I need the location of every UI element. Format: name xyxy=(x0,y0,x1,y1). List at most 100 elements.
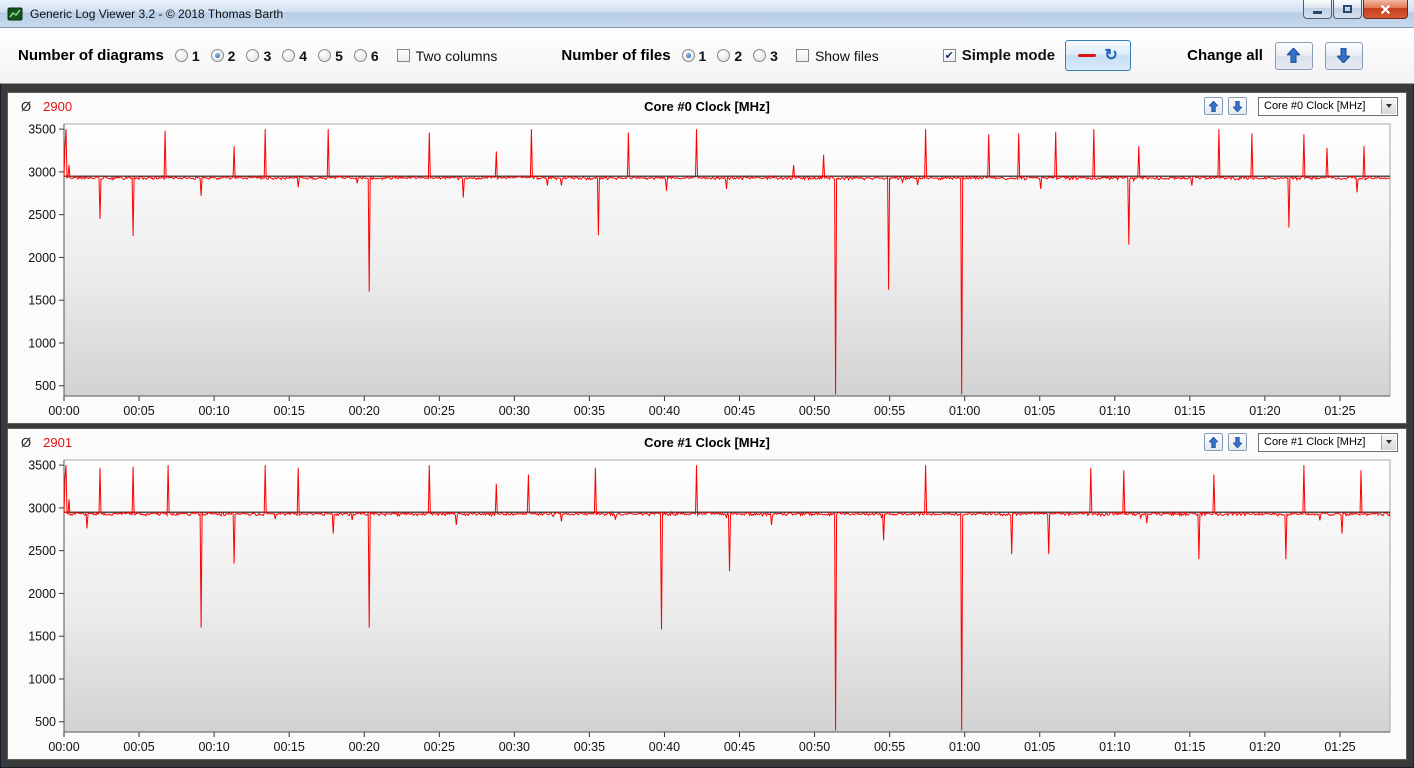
radio-files-2[interactable]: 2 xyxy=(717,48,742,64)
radio-diagrams-3[interactable]: 3 xyxy=(246,48,271,64)
radio-diagrams-1[interactable]: 1 xyxy=(174,48,200,64)
svg-text:500: 500 xyxy=(35,715,56,729)
window-titlebar: Generic Log Viewer 3.2 - © 2018 Thomas B… xyxy=(0,0,1414,28)
window-title: Generic Log Viewer 3.2 - © 2018 Thomas B… xyxy=(30,6,284,21)
svg-text:00:15: 00:15 xyxy=(274,740,305,754)
window-controls xyxy=(1303,0,1408,19)
svg-text:3500: 3500 xyxy=(28,459,56,473)
chevron-down-icon xyxy=(1386,440,1392,444)
move-diagram-up-button[interactable] xyxy=(1204,97,1223,115)
arrow-down-icon xyxy=(1337,48,1351,63)
svg-text:01:10: 01:10 xyxy=(1099,404,1130,418)
chart-plot[interactable]: 500 1000 1500 2000 2500 3000 3500 00:00 00:05 00:… xyxy=(8,119,1406,423)
svg-text:00:55: 00:55 xyxy=(874,404,905,418)
radio-icon xyxy=(246,49,260,62)
svg-text:00:30: 00:30 xyxy=(499,740,530,754)
radio-icon xyxy=(282,49,296,62)
checkbox-icon: ✔ xyxy=(942,49,956,62)
label-number-of-diagrams: Number of diagrams xyxy=(18,47,164,64)
svg-text:00:15: 00:15 xyxy=(274,404,305,418)
svg-text:500: 500 xyxy=(35,379,56,393)
svg-text:00:10: 00:10 xyxy=(198,740,229,754)
radio-label: 4 xyxy=(299,47,308,64)
arrow-up-icon xyxy=(1287,48,1301,63)
radio-diagrams-5[interactable]: 5 xyxy=(318,48,343,64)
close-icon xyxy=(1380,4,1391,14)
dropdown-arrow-button xyxy=(1381,434,1396,450)
average-symbol: Ø xyxy=(21,98,32,114)
radio-files-1[interactable]: 1 xyxy=(681,48,706,64)
svg-text:1500: 1500 xyxy=(28,294,56,308)
label-number-of-files: Number of files xyxy=(561,47,671,64)
change-all-up-button[interactable] xyxy=(1274,41,1313,70)
label-change-all: Change all xyxy=(1187,47,1263,64)
radio-diagrams-4[interactable]: 4 xyxy=(282,48,307,64)
checkbox-show-files[interactable]: Show files xyxy=(795,48,879,64)
line-style-refresh-button[interactable]: ↻ xyxy=(1065,40,1132,71)
svg-text:01:00: 01:00 xyxy=(949,404,980,418)
chart-header: Ø 2900 Core #0 Clock [MHz] Core #0 Clock… xyxy=(8,93,1406,119)
arrow-down-icon xyxy=(1233,436,1242,448)
file-count-radio-group: 1 2 3 xyxy=(671,48,778,64)
average-readout: Ø 2901 xyxy=(21,435,72,450)
svg-text:1500: 1500 xyxy=(28,630,56,644)
chart-canvas: 500 1000 1500 2000 2500 3000 3500 00:00 00:05 00:… xyxy=(28,123,1391,418)
svg-text:01:15: 01:15 xyxy=(1174,740,1205,754)
svg-text:2000: 2000 xyxy=(28,251,56,265)
radio-label: 5 xyxy=(335,47,343,64)
average-symbol: Ø xyxy=(21,434,32,450)
svg-text:00:25: 00:25 xyxy=(424,740,455,754)
svg-text:1000: 1000 xyxy=(28,672,56,686)
signal-select[interactable]: Core #0 Clock [MHz] xyxy=(1258,96,1398,116)
svg-text:00:45: 00:45 xyxy=(724,404,755,418)
svg-text:00:50: 00:50 xyxy=(799,404,830,418)
chart-panel-core0: Ø 2900 Core #0 Clock [MHz] Core #0 Clock… xyxy=(7,92,1407,424)
svg-text:00:35: 00:35 xyxy=(574,404,605,418)
chevron-down-icon xyxy=(1386,104,1392,108)
svg-text:00:05: 00:05 xyxy=(123,404,154,418)
svg-text:2500: 2500 xyxy=(28,208,56,222)
svg-text:2000: 2000 xyxy=(28,587,56,601)
chart-panel-core1: Ø 2901 Core #1 Clock [MHz] Core #1 Clock… xyxy=(7,428,1407,760)
svg-text:01:20: 01:20 xyxy=(1249,404,1280,418)
svg-text:00:40: 00:40 xyxy=(649,404,680,418)
diagram-count-radio-group: 1 2 3 4 5 6 xyxy=(164,48,379,64)
minimize-button[interactable] xyxy=(1303,0,1332,19)
svg-text:01:00: 01:00 xyxy=(949,740,980,754)
svg-text:00:20: 00:20 xyxy=(349,404,380,418)
radio-label: 3 xyxy=(770,47,778,64)
svg-text:3000: 3000 xyxy=(28,165,56,179)
chart-title: Core #1 Clock [MHz] xyxy=(644,434,770,450)
move-diagram-down-button[interactable] xyxy=(1228,97,1247,115)
panel-gap xyxy=(0,84,1414,92)
change-all-down-button[interactable] xyxy=(1324,41,1363,70)
radio-diagrams-6[interactable]: 6 xyxy=(353,48,379,64)
radio-diagrams-2[interactable]: 2 xyxy=(210,48,235,64)
arrow-down-icon xyxy=(1233,100,1242,112)
signal-select-value: Core #1 Clock [MHz] xyxy=(1264,436,1366,448)
average-value: 2900 xyxy=(43,98,73,114)
checkbox-two-columns[interactable]: Two columns xyxy=(396,48,497,64)
radio-icon xyxy=(318,49,332,62)
checkbox-icon xyxy=(795,49,809,62)
svg-text:1000: 1000 xyxy=(28,336,56,350)
signal-select[interactable]: Core #1 Clock [MHz] xyxy=(1258,432,1398,452)
chart-plot[interactable]: 500 1000 1500 2000 2500 3000 3500 00:00 00:05 00:… xyxy=(8,455,1406,759)
move-diagram-down-button[interactable] xyxy=(1228,433,1247,451)
close-button[interactable] xyxy=(1363,0,1408,19)
radio-icon xyxy=(717,49,731,62)
radio-label: 3 xyxy=(263,47,272,64)
radio-icon xyxy=(353,49,367,62)
chart-header-controls: Core #0 Clock [MHz] xyxy=(1204,96,1398,116)
svg-text:3500: 3500 xyxy=(28,123,56,137)
svg-text:01:10: 01:10 xyxy=(1099,740,1130,754)
svg-text:00:40: 00:40 xyxy=(649,740,680,754)
svg-text:00:10: 00:10 xyxy=(198,404,229,418)
maximize-button[interactable] xyxy=(1333,0,1362,19)
checkbox-simple-mode[interactable]: ✔ Simple mode xyxy=(942,47,1055,64)
arrow-up-icon xyxy=(1209,436,1218,448)
checkbox-icon xyxy=(396,49,410,62)
radio-files-3[interactable]: 3 xyxy=(753,48,778,64)
signal-select-value: Core #0 Clock [MHz] xyxy=(1264,100,1366,112)
move-diagram-up-button[interactable] xyxy=(1204,433,1223,451)
